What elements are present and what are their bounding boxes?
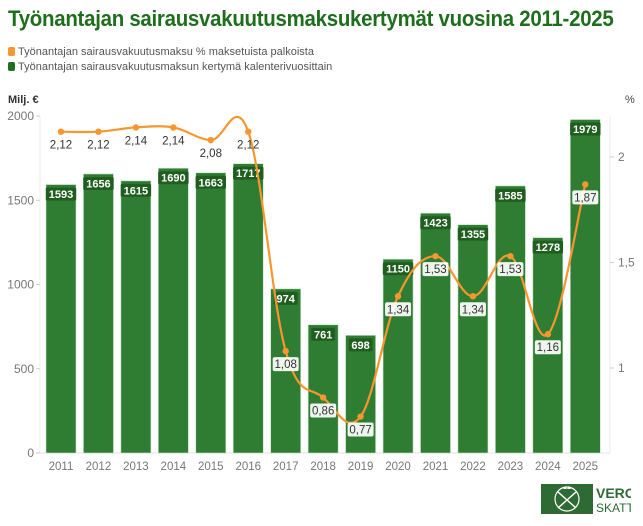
legend-swatch-orange	[8, 47, 15, 56]
bar-value-label: 1593	[49, 189, 73, 201]
rate-value-label: 2,14	[125, 135, 148, 147]
bar-value-label: 1717	[236, 168, 260, 180]
rate-point	[282, 347, 289, 355]
rate-point	[170, 124, 177, 131]
left-tick-label: 500	[14, 362, 34, 376]
rate-value-label: 2,08	[200, 148, 222, 160]
right-tick-label: 2	[618, 150, 625, 164]
rate-value-label: 1,34	[462, 304, 485, 316]
legend-item-rate: Työnantajan sairausvakuutusmaksu % makse…	[8, 44, 332, 59]
left-tick-label: 0	[27, 446, 34, 460]
rate-point	[469, 293, 477, 300]
x-tick-label: 2025	[573, 461, 599, 473]
rate-point	[394, 293, 402, 300]
x-tick-label: 2016	[235, 461, 261, 473]
left-tick-label: 2000	[7, 109, 34, 123]
rate-value-label: 1,87	[574, 192, 596, 204]
x-tick-label: 2020	[385, 461, 411, 473]
bar-2023	[495, 185, 526, 454]
bar-2025	[569, 119, 601, 454]
x-tick-label: 2022	[460, 461, 486, 473]
bar-value-label: 1690	[161, 173, 185, 185]
x-tick-label: 2011	[49, 461, 74, 473]
rate-point	[207, 136, 214, 144]
rate-value-label: 0,77	[349, 425, 371, 437]
legend: Työnantajan sairausvakuutusmaksu % makse…	[8, 44, 332, 74]
bar-2013	[120, 180, 152, 454]
x-tick-label: 2012	[86, 461, 112, 473]
x-tick-label: 2021	[423, 461, 449, 473]
vero-skatt-logo: VERO SKATT	[541, 484, 636, 521]
rate-value-label: 1,53	[499, 264, 521, 276]
legend-label-accrual: Työnantajan sairausvakuutusmaksun kertym…	[18, 60, 333, 73]
left-tick-label: 1500	[7, 193, 34, 207]
bar-2012	[83, 173, 114, 454]
x-tick-label: 2024	[535, 461, 561, 473]
rate-point	[57, 128, 65, 135]
x-tick-label: 2013	[123, 461, 149, 473]
rate-value-label: 1,34	[387, 304, 410, 316]
x-tick-label: 2017	[273, 461, 299, 473]
x-tick-label: 2019	[348, 461, 374, 473]
left-axis-title: Milj. €	[8, 94, 39, 106]
bar-2016	[232, 163, 264, 454]
right-tick-label: 1	[618, 361, 625, 375]
rate-point	[544, 331, 552, 338]
chart-title: Työnantajan sairausvakuutusmaksukertymät…	[8, 6, 614, 31]
bar-value-label: 1150	[386, 264, 410, 276]
bar-value-label: 1423	[423, 218, 447, 230]
bar-value-label: 1355	[461, 229, 485, 241]
rate-value-label: 1,08	[275, 359, 297, 371]
bar-2022	[457, 224, 489, 454]
bar-value-label: 974	[277, 293, 296, 305]
bar-value-label: 761	[314, 329, 332, 341]
rate-point	[245, 128, 252, 135]
legend-label-rate: Työnantajan sairausvakuutusmaksu % makse…	[18, 45, 314, 58]
rate-point	[582, 181, 589, 188]
bar-2018	[307, 324, 339, 454]
x-tick-label: 2015	[198, 461, 224, 473]
right-axis-title: %	[625, 94, 635, 106]
rate-point	[132, 124, 140, 131]
bar-value-label: 698	[351, 340, 369, 352]
bar-2020	[382, 258, 414, 454]
bar-value-label: 1663	[199, 177, 223, 189]
rate-point	[319, 394, 327, 401]
bar-value-label: 1656	[86, 178, 110, 190]
left-tick-label: 1000	[7, 278, 34, 292]
rate-value-label: 2,12	[87, 140, 109, 152]
rate-point	[95, 128, 102, 135]
x-tick-label: 2014	[161, 461, 187, 473]
x-tick-label: 2018	[310, 461, 336, 473]
rate-value-label: 0,86	[312, 406, 334, 418]
bar-2011	[45, 184, 77, 454]
rate-value-label: 1,53	[424, 264, 446, 276]
bar-value-label: 1585	[498, 190, 522, 202]
right-tick-label: 1,5	[618, 256, 635, 270]
bar-value-label: 1278	[536, 242, 560, 254]
rate-point	[357, 413, 364, 420]
rate-point	[432, 252, 439, 260]
bar-value-label: 1615	[124, 185, 148, 197]
svg-text:SKATT: SKATT	[596, 501, 631, 515]
rate-point	[507, 252, 514, 260]
legend-item-accrual: Työnantajan sairausvakuutusmaksun kertym…	[8, 59, 332, 74]
rate-value-label: 2,14	[162, 135, 185, 147]
svg-text:VERO: VERO	[596, 485, 631, 501]
bar-2014	[158, 167, 189, 454]
bar-2015	[195, 172, 227, 454]
rate-value-label: 2,12	[50, 140, 72, 152]
rate-value-label: 1,16	[537, 342, 559, 354]
rate-value-label: 2,12	[237, 140, 259, 152]
bar-value-label: 1979	[573, 124, 597, 136]
legend-swatch-green	[8, 62, 15, 71]
x-tick-label: 2023	[498, 461, 524, 473]
bar-2021	[420, 212, 451, 454]
